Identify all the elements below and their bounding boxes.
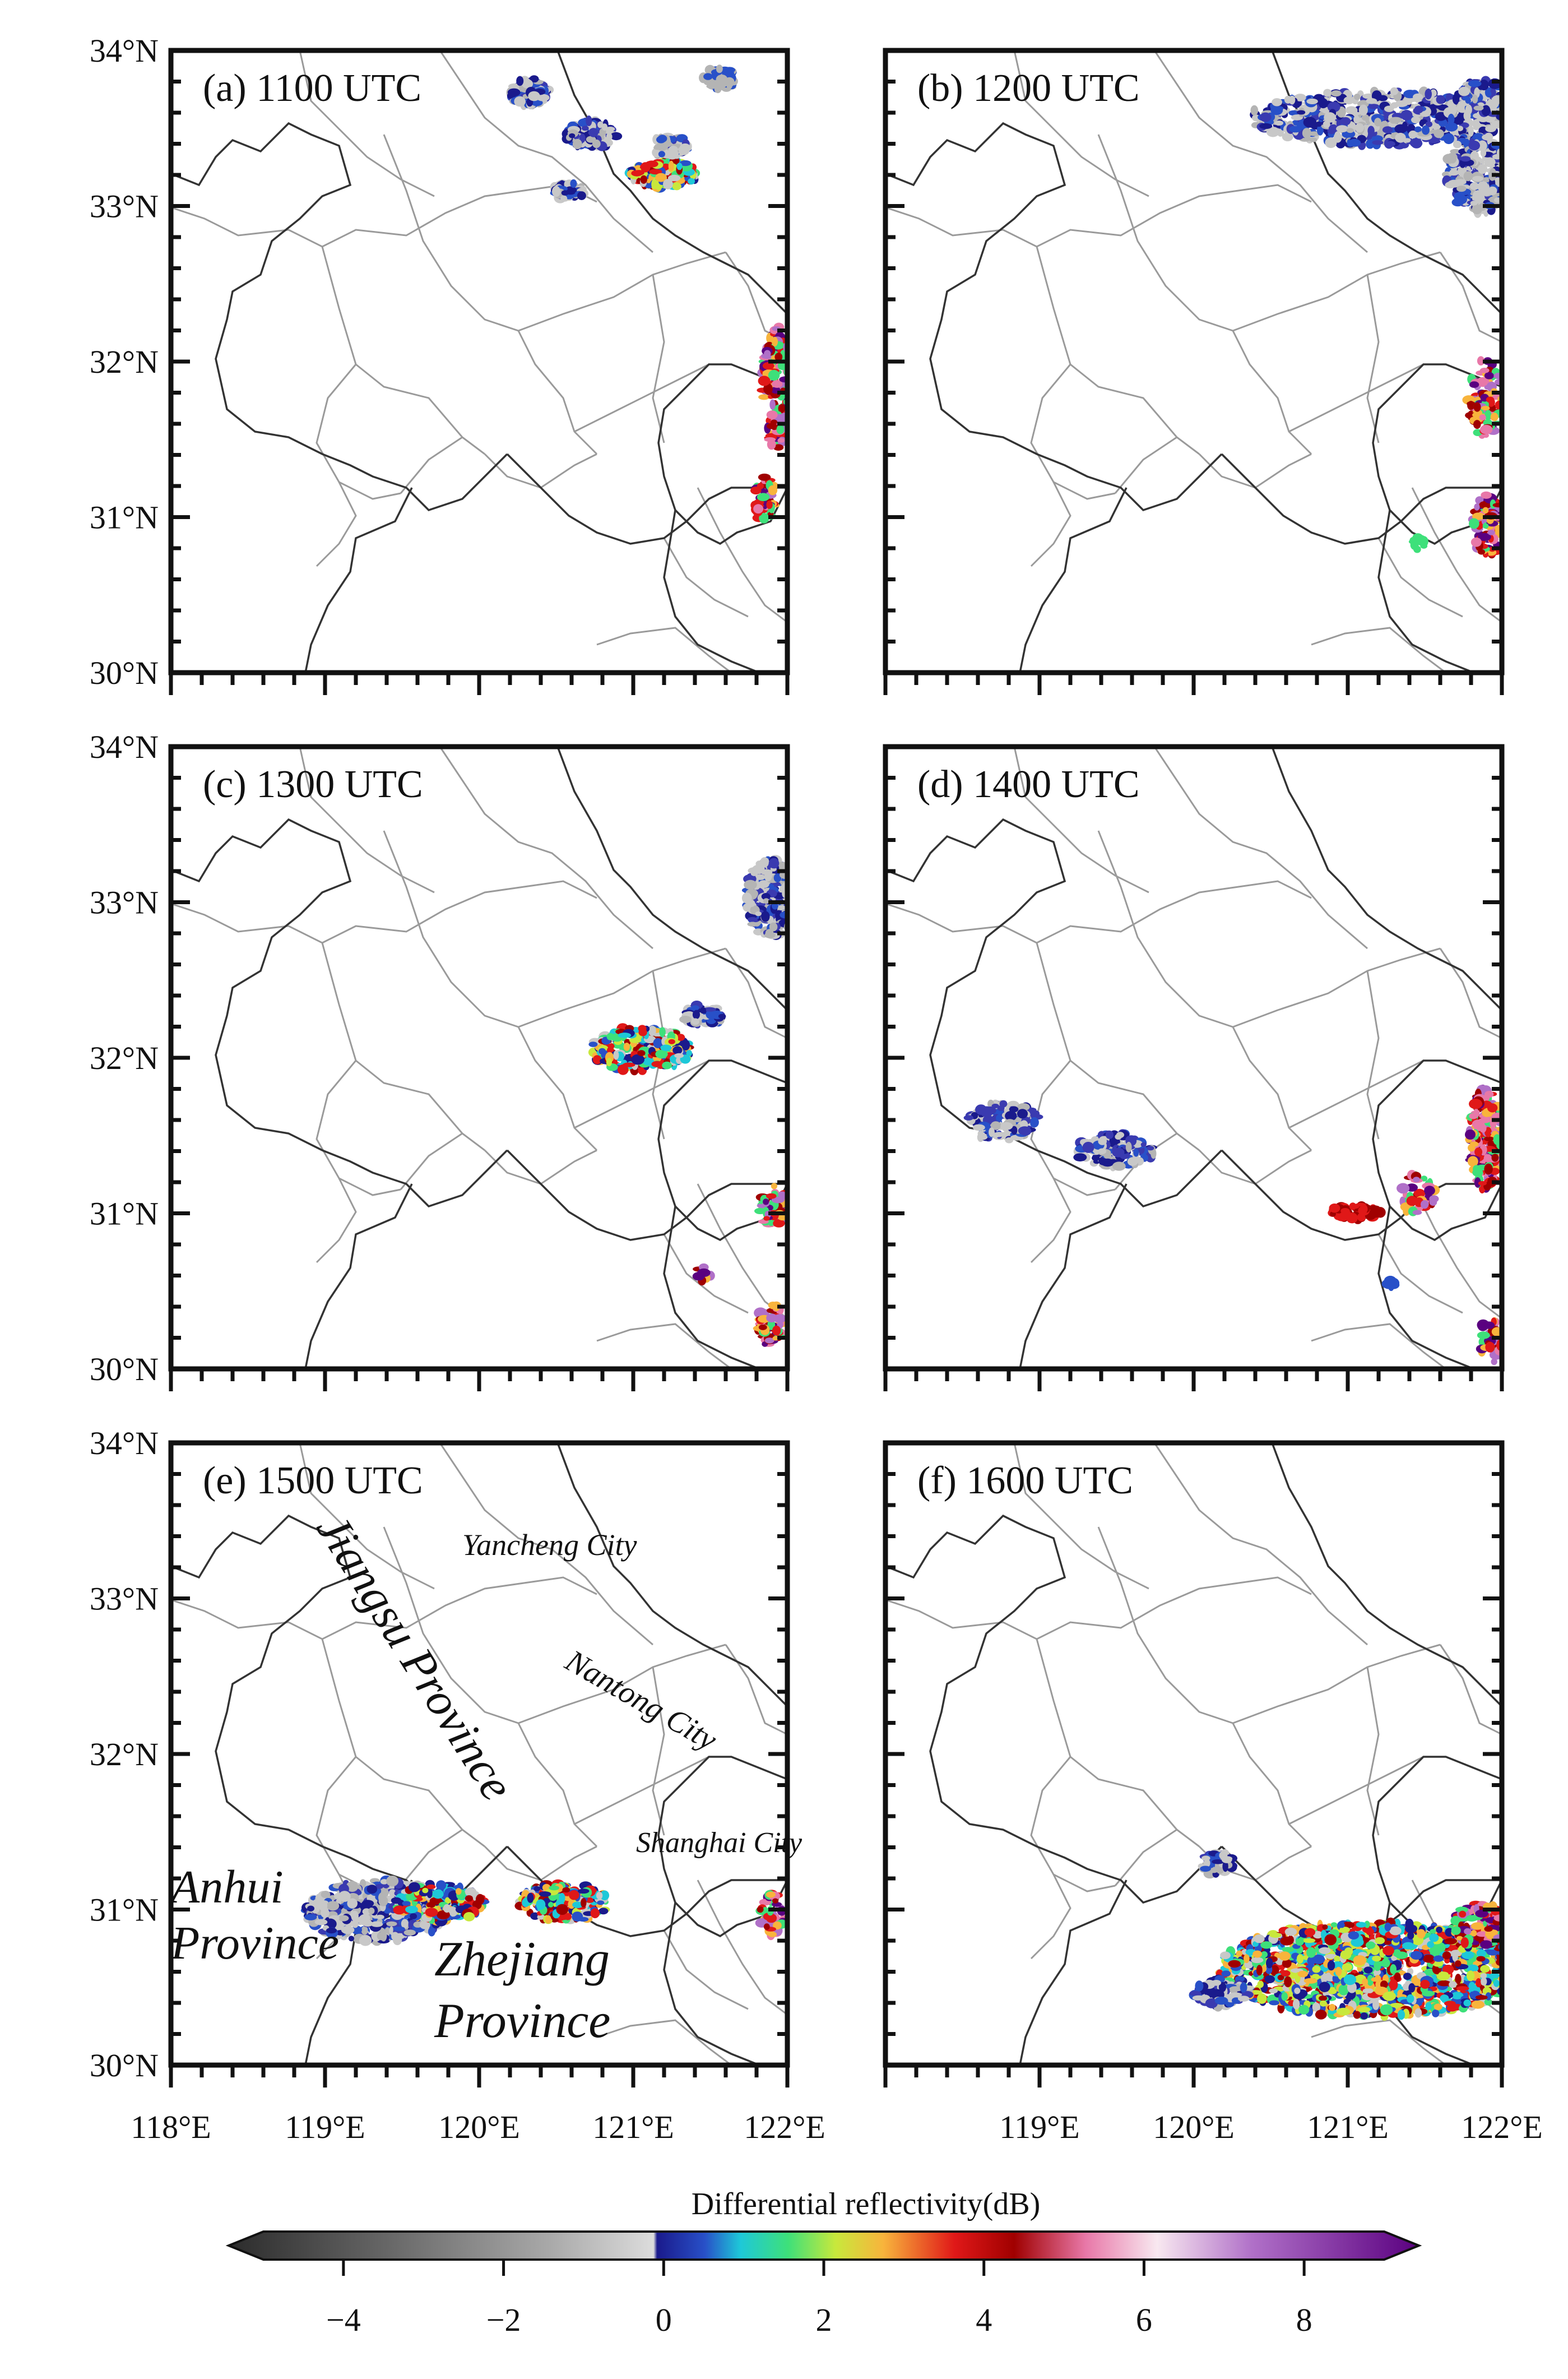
label-yancheng: Yancheng City (462, 1528, 637, 1562)
colorbar-tick-label: 4 (976, 2302, 992, 2338)
lat-label: 32°N (90, 1040, 159, 1076)
lon-label: 121°E (592, 2109, 674, 2145)
lon-label: 122°E (744, 2109, 825, 2145)
lon-label: 119°E (285, 2109, 365, 2145)
panel-f: (f) 1600 UTC 119°E 120°E 121°E 122°E (883, 1440, 1543, 2145)
lat-label: 34°N (90, 33, 159, 69)
colorbar-tick-label: 6 (1136, 2302, 1152, 2338)
colorbar-tick-label: 2 (816, 2302, 832, 2338)
lat-label: 34°N (90, 729, 159, 765)
colorbar-tick-label: 8 (1296, 2302, 1312, 2338)
lat-label: 33°N (90, 188, 159, 225)
lat-label: 31°N (90, 1892, 159, 1928)
colorbar-title: Differential reflectivity(dB) (692, 2187, 1040, 2221)
lon-label: 119°E (999, 2109, 1079, 2145)
radar-echo (506, 64, 787, 524)
panel-label: (f) 1600 UTC (917, 1459, 1133, 1502)
radar-echo (588, 855, 787, 1347)
lon-label: 121°E (1307, 2109, 1389, 2145)
colorbar: Differential reflectivity(dB) −4 −2 0 2 4 6 8 (225, 2187, 1422, 2338)
panel-label: (b) 1200 UTC (917, 67, 1140, 110)
panel-label: (a) 1100 UTC (203, 67, 421, 110)
lat-label: 32°N (90, 344, 159, 380)
panel-c: (c) 1300 UTC 34°N 33°N 32°N 31°N 30°N (90, 729, 790, 1391)
panel-d: (d) 1400 UTC (883, 744, 1505, 1391)
panel-a: (a) 1100 UTC 34°N 33°N 32°N 31°N 30°N (90, 33, 790, 695)
lon-label: 118°E (131, 2109, 211, 2145)
lat-label: 30°N (90, 655, 159, 691)
panel-label: (d) 1400 UTC (917, 763, 1140, 806)
panel-label: (e) 1500 UTC (203, 1459, 423, 1502)
lat-label: 30°N (90, 1351, 159, 1387)
lat-label: 32°N (90, 1736, 159, 1772)
lon-label: 120°E (1153, 2109, 1235, 2145)
lon-label: 120°E (438, 2109, 520, 2145)
lat-label: 31°N (90, 1196, 159, 1232)
label-shanghai: Shanghai City (636, 1827, 802, 1859)
panel-frame (168, 48, 790, 675)
lat-label: 33°N (90, 1581, 159, 1617)
label-zhejiang-province: Province (434, 1994, 610, 2048)
label-anhui: Anhui (168, 1861, 284, 1913)
colorbar-tick-label: 0 (656, 2302, 672, 2338)
panel-label: (c) 1300 UTC (203, 763, 423, 806)
panel-frame (883, 744, 1505, 1372)
lat-label: 31°N (90, 499, 159, 536)
radar-echo (300, 1875, 787, 1946)
lat-label: 30°N (90, 2047, 159, 2084)
label-anhui-province: Province (170, 1917, 339, 1969)
colorbar-tick-label: −2 (486, 2302, 521, 2338)
colorbar-tick-label: −4 (326, 2302, 361, 2338)
radar-echo (1189, 1849, 1502, 2021)
lat-label: 34°N (90, 1425, 159, 1461)
panel-b: (b) 1200 UTC (883, 48, 1505, 695)
colorbar-bar (225, 2230, 1422, 2261)
radar-echo (963, 1084, 1502, 1366)
radar-echo (1250, 76, 1502, 559)
lat-label: 33°N (90, 885, 159, 921)
panel-e: (e) 1500 UTC 34°N 33°N 32°N 31°N 30°N 118°E 119… (90, 1425, 825, 2145)
lon-label: 122°E (1461, 2109, 1543, 2145)
label-zhejiang: Zhejiang (434, 1932, 610, 1987)
